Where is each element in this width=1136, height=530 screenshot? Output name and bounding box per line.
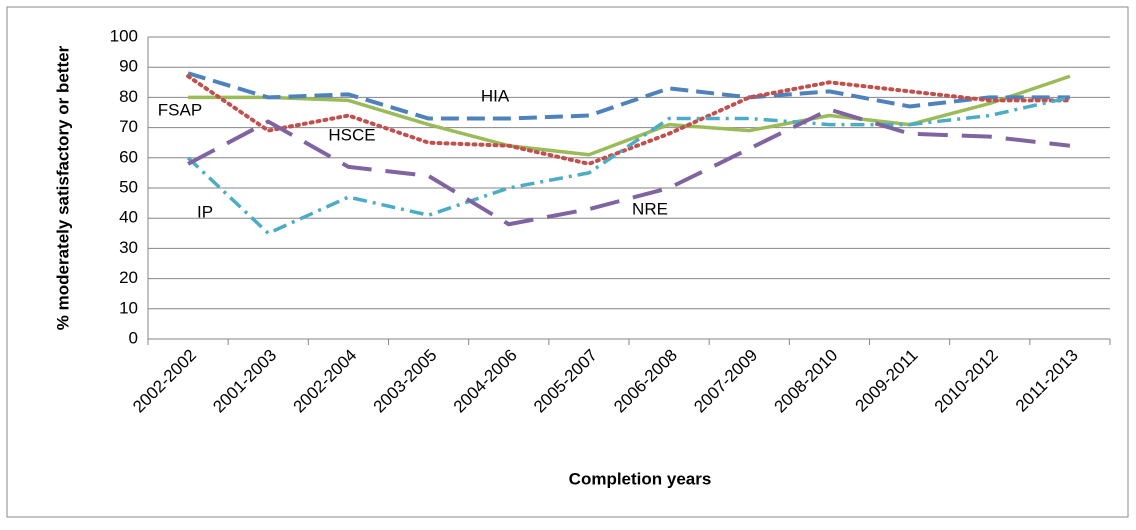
y-tick-label: 70 [119,117,138,136]
series-label: FSAP [158,100,202,119]
y-tick-label: 90 [119,57,138,76]
series-label: NRE [632,199,668,218]
series-line [186,95,1071,236]
series-label: HIA [481,86,510,105]
y-tick-label: 20 [119,268,138,287]
y-axis-label: % moderately satisfactory or better [53,45,72,330]
y-tick-label: 10 [119,298,138,317]
y-tick-label: 80 [119,87,138,106]
y-tick-label: 40 [119,208,138,227]
series-line [187,107,1071,227]
series-label: IP [197,202,213,221]
x-axis-label: Completion years [569,469,712,488]
chart-frame [6,6,1129,518]
series-line [188,74,1071,157]
y-tick-label: 30 [119,238,138,257]
y-tick-label: 0 [129,328,138,347]
y-tick-label: 60 [119,147,138,166]
series-label: HSCE [328,125,375,144]
y-tick-label: 100 [110,26,138,45]
series-line [186,74,1072,166]
series-line [187,71,1070,121]
y-tick-label: 50 [119,177,138,196]
